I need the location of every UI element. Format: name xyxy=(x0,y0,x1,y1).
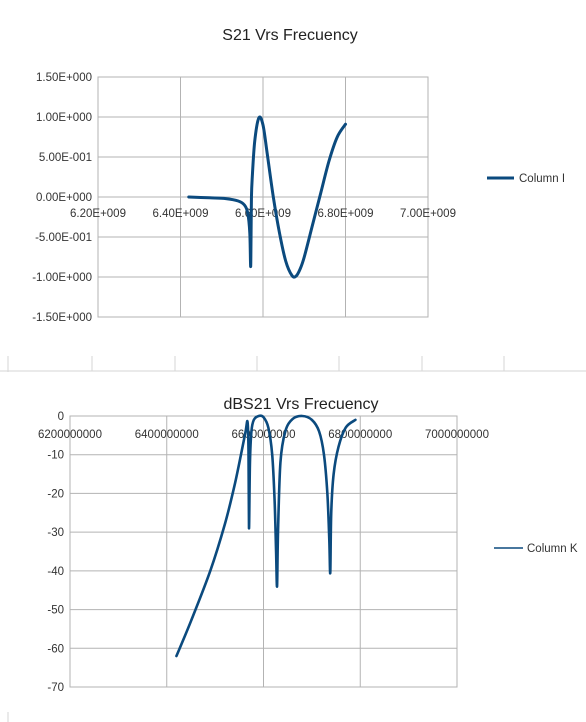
chart-dbs21-area xyxy=(12,376,586,722)
x-tick-label: 6.40E+009 xyxy=(153,208,209,220)
y-tick-label: 5.00E-001 xyxy=(39,152,92,164)
chart-s21-y-tick-labels: 1.50E+000 1.00E+000 5.00E-001 0.00E+000 -5.0… xyxy=(32,72,92,324)
chart-dbs21-y-tick-labels: 0 -10 -20 -30 -40 -50 -60 -70 xyxy=(47,411,64,694)
x-tick-label: 6200000000 xyxy=(38,429,102,441)
chart-s21-gridlines xyxy=(97,76,429,318)
series-line-column-k xyxy=(175,414,357,658)
chart-s21[interactable]: S21 Vrs Frecuency 1.50E+000 1.00E+000 5.00… xyxy=(0,0,586,356)
x-tick-label: 7000000000 xyxy=(425,429,489,441)
chart-dbs21[interactable]: dBS21 Vrs Frecuency 0 -10 -20 -30 -40 -50 -60 -… xyxy=(12,376,586,722)
y-tick-label: -40 xyxy=(47,566,64,578)
x-tick-label: 6.60E+009 xyxy=(235,208,291,220)
legend-label-column-k: Column K xyxy=(527,543,578,555)
y-tick-label: -1.00E+000 xyxy=(32,272,92,284)
x-tick-label: 6400000000 xyxy=(135,429,199,441)
y-tick-label: 1.50E+000 xyxy=(36,72,92,84)
x-tick-label: 7.00E+009 xyxy=(400,208,456,220)
y-tick-label: -20 xyxy=(47,488,64,500)
y-tick-label: 1.00E+000 xyxy=(36,112,92,124)
chart-s21-title: S21 Vrs Frecuency xyxy=(222,27,357,44)
y-tick-label: -30 xyxy=(47,527,64,539)
x-tick-label: 6800000000 xyxy=(328,429,392,441)
y-tick-label: -60 xyxy=(47,643,64,655)
y-tick-label: 0 xyxy=(58,411,64,423)
chart-dbs21-gridlines xyxy=(69,415,458,688)
chart-dbs21-title: dBS21 Vrs Frecuency xyxy=(223,396,378,413)
y-tick-label: 0.00E+000 xyxy=(36,192,92,204)
y-tick-label: -5.00E-001 xyxy=(35,232,92,244)
y-tick-label: -50 xyxy=(47,605,64,617)
x-tick-label: 6.80E+009 xyxy=(318,208,374,220)
x-tick-label: 6.20E+009 xyxy=(70,208,126,220)
series-line-column-i xyxy=(187,115,347,279)
legend-label-column-i: Column I xyxy=(519,173,565,185)
y-tick-label: -1.50E+000 xyxy=(32,312,92,324)
y-tick-label: -10 xyxy=(47,450,64,462)
y-tick-label: -70 xyxy=(47,682,64,694)
